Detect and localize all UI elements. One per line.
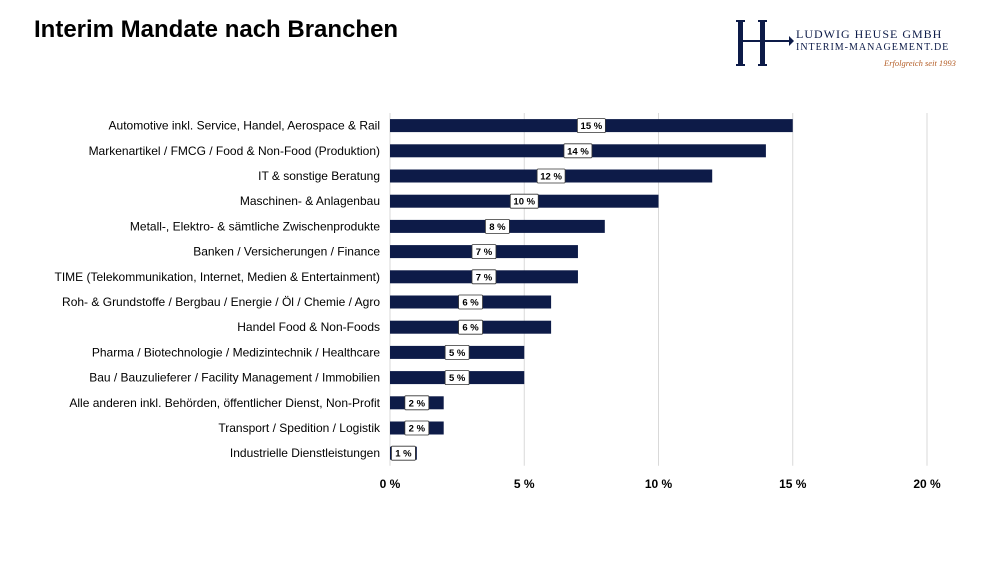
- value-label-box: [391, 445, 416, 461]
- category-label: Automotive inkl. Service, Handel, Aerosp…: [109, 119, 380, 133]
- value-label: 2 %: [409, 424, 426, 435]
- value-label: 6 %: [462, 298, 479, 309]
- value-label: 5 %: [449, 348, 466, 359]
- company-logo: LUDWIG HEUSE GMBH INTERIM-MANAGEMENT.DE …: [734, 18, 974, 72]
- value-label: 1 %: [395, 449, 412, 460]
- value-label-box: [471, 244, 497, 260]
- category-label: Handel Food & Non-Foods: [237, 320, 380, 334]
- value-label-box: [404, 395, 430, 411]
- value-label-box: [444, 344, 470, 360]
- value-label: 7 %: [476, 272, 493, 283]
- x-tick-label: 15 %: [779, 477, 807, 491]
- logo-monogram-icon: [736, 20, 794, 66]
- category-label: Transport / Spedition / Logistik: [218, 421, 381, 435]
- value-label-box: [563, 143, 593, 159]
- category-label: Markenartikel / FMCG / Food & Non-Food (…: [89, 144, 380, 158]
- category-label: Maschinen- & Anlagenbau: [240, 194, 380, 208]
- value-label-box: [458, 294, 483, 310]
- category-label: TIME (Telekommunikation, Internet, Medie…: [55, 270, 380, 284]
- value-label: 15 %: [581, 121, 603, 132]
- category-label: IT & sonstige Beratung: [258, 169, 380, 183]
- value-label: 10 %: [513, 197, 535, 208]
- x-tick-label: 20 %: [913, 477, 941, 491]
- category-label: Alle anderen inkl. Behörden, öffentliche…: [69, 396, 380, 410]
- value-label-box: [404, 420, 430, 436]
- category-label: Banken / Versicherungen / Finance: [193, 245, 380, 259]
- category-label: Industrielle Dienstleistungen: [230, 446, 380, 460]
- value-label: 12 %: [540, 172, 562, 183]
- value-label-box: [444, 370, 470, 386]
- value-label-box: [576, 118, 606, 133]
- logo-company-name: LUDWIG HEUSE GMBH: [796, 27, 943, 41]
- value-label-box: [509, 193, 539, 209]
- value-label: 6 %: [462, 323, 479, 334]
- value-label: 2 %: [409, 398, 426, 409]
- x-tick-label: 0 %: [380, 477, 401, 491]
- category-label: Roh- & Grundstoffe / Bergbau / Energie /…: [62, 295, 380, 309]
- logo-tagline: Erfolgreich seit 1993: [884, 58, 956, 68]
- value-label-box: [484, 218, 510, 234]
- value-label: 8 %: [489, 222, 506, 233]
- value-label: 14 %: [567, 146, 589, 157]
- logo-subtitle: INTERIM-MANAGEMENT.DE: [796, 42, 950, 53]
- value-label-box: [471, 269, 497, 285]
- category-label: Pharma / Biotechnologie / Medizintechnik…: [92, 345, 380, 359]
- value-label: 5 %: [449, 373, 466, 384]
- x-tick-label: 5 %: [514, 477, 535, 491]
- value-label-box: [536, 168, 566, 184]
- value-label-box: [458, 319, 483, 335]
- x-tick-label: 10 %: [645, 477, 673, 491]
- category-label: Bau / Bauzulieferer / Facility Managemen…: [89, 371, 380, 385]
- value-label: 7 %: [476, 247, 493, 258]
- category-label: Metall-, Elektro- & sämtliche Zwischenpr…: [130, 219, 380, 233]
- page-title: Interim Mandate nach Branchen: [34, 16, 399, 43]
